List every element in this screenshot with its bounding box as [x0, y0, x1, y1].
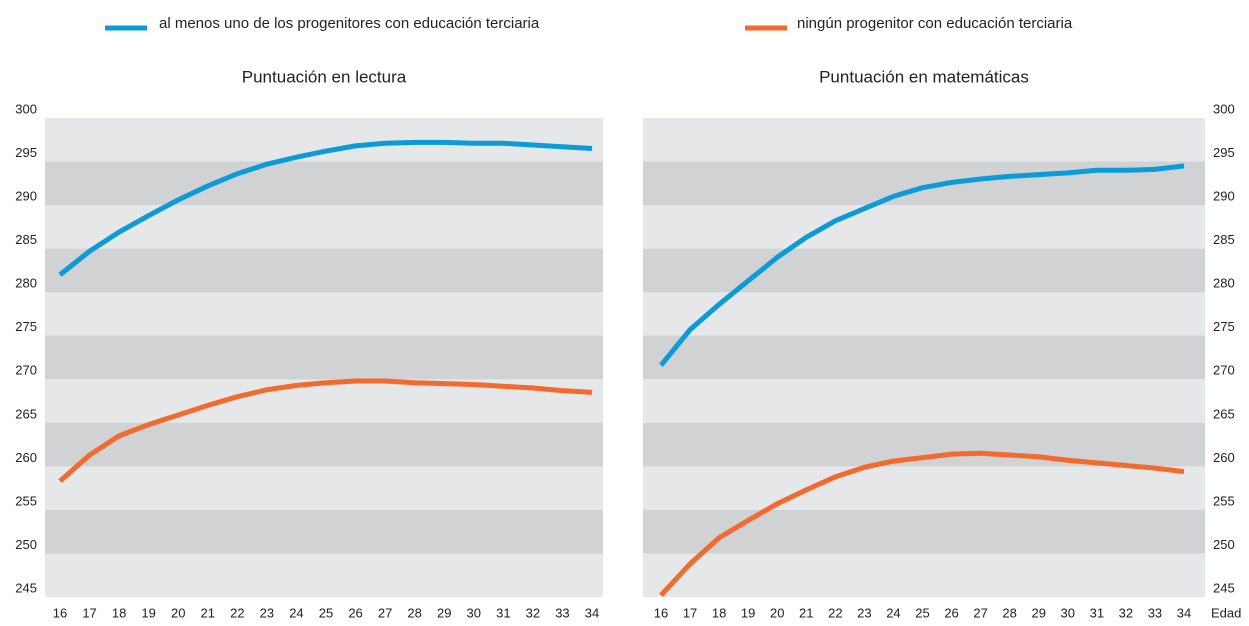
x-tick-label: 26 [944, 605, 958, 620]
y-tick-label: 260 [1213, 450, 1235, 465]
y-tick-label: 255 [15, 493, 37, 508]
x-tick-label: 34 [1177, 605, 1191, 620]
line [659, 450, 1185, 597]
y-tick-label: 265 [1213, 406, 1235, 421]
y-tick-label: 275 [1213, 319, 1235, 334]
line [58, 378, 593, 484]
x-tick-label: 26 [348, 605, 362, 620]
x-tick-label: 28 [407, 605, 421, 620]
x-tick-label: 16 [654, 605, 668, 620]
y-tick-label: 270 [15, 363, 37, 378]
y-tick-label: 280 [15, 276, 37, 291]
line [659, 163, 1185, 367]
y-tick-label: 285 [15, 232, 37, 247]
x-tick-label: 18 [712, 605, 726, 620]
x-tick-label: 24 [289, 605, 303, 620]
x-tick-label: 21 [799, 605, 813, 620]
y-tick-label: 245 [1213, 580, 1235, 595]
y-tick-label: 250 [15, 537, 37, 552]
x-tick-label: 20 [171, 605, 185, 620]
y-tick-label: 280 [1213, 276, 1235, 291]
grid-band [643, 335, 1205, 380]
y-tick-label: 250 [1213, 537, 1235, 552]
x-tick-label: 30 [467, 605, 481, 620]
x-tick-label: 19 [741, 605, 755, 620]
x-tick-label: 33 [1148, 605, 1162, 620]
grid-band [45, 335, 603, 380]
x-tick-label: 25 [319, 605, 333, 620]
x-tick-label: 27 [973, 605, 987, 620]
y-tick-label: 295 [15, 145, 37, 160]
x-tick-label: 29 [1031, 605, 1045, 620]
y-tick-label: 260 [15, 450, 37, 465]
x-tick-label: 34 [585, 605, 599, 620]
x-tick-label: 24 [886, 605, 900, 620]
grid-band [45, 509, 603, 554]
x-tick-label: 33 [555, 605, 569, 620]
legend-label: ningún progenitor con educación terciari… [797, 15, 1073, 32]
chart-title: Puntuación en lectura [242, 67, 407, 86]
line [58, 139, 593, 277]
x-tick-label: 22 [230, 605, 244, 620]
x-tick-label: 31 [496, 605, 510, 620]
x-tick-label: 17 [683, 605, 697, 620]
x-tick-label: 18 [112, 605, 126, 620]
x-axis-label: Edad [1211, 605, 1241, 620]
x-tick-label: 20 [770, 605, 784, 620]
x-tick-label: 23 [260, 605, 274, 620]
x-tick-label: 23 [857, 605, 871, 620]
y-tick-label: 300 [15, 101, 37, 116]
x-tick-label: 27 [378, 605, 392, 620]
y-tick-label: 265 [15, 406, 37, 421]
x-tick-label: 28 [1002, 605, 1016, 620]
x-tick-label: 32 [526, 605, 540, 620]
grid-band [45, 248, 603, 293]
y-tick-label: 290 [15, 189, 37, 204]
chart-title: Puntuación en matemáticas [819, 67, 1029, 86]
x-tick-label: 32 [1119, 605, 1133, 620]
x-tick-label: 30 [1061, 605, 1075, 620]
y-tick-label: 255 [1213, 493, 1235, 508]
x-tick-label: 25 [915, 605, 929, 620]
x-tick-label: 17 [82, 605, 96, 620]
y-tick-label: 295 [1213, 145, 1235, 160]
x-tick-label: 16 [53, 605, 67, 620]
x-tick-label: 22 [828, 605, 842, 620]
grid-band [45, 161, 603, 206]
grid-band [45, 422, 603, 467]
legend-label: al menos uno de los progenitores con edu… [159, 15, 540, 32]
grid-band [643, 248, 1205, 293]
grid-band [643, 509, 1205, 554]
y-tick-label: 300 [1213, 101, 1235, 116]
y-tick-label: 275 [15, 319, 37, 334]
y-tick-label: 245 [15, 580, 37, 595]
x-tick-label: 31 [1090, 605, 1104, 620]
y-tick-label: 285 [1213, 232, 1235, 247]
y-tick-label: 270 [1213, 363, 1235, 378]
y-tick-label: 290 [1213, 189, 1235, 204]
x-tick-label: 29 [437, 605, 451, 620]
x-tick-label: 21 [201, 605, 215, 620]
x-tick-label: 19 [141, 605, 155, 620]
